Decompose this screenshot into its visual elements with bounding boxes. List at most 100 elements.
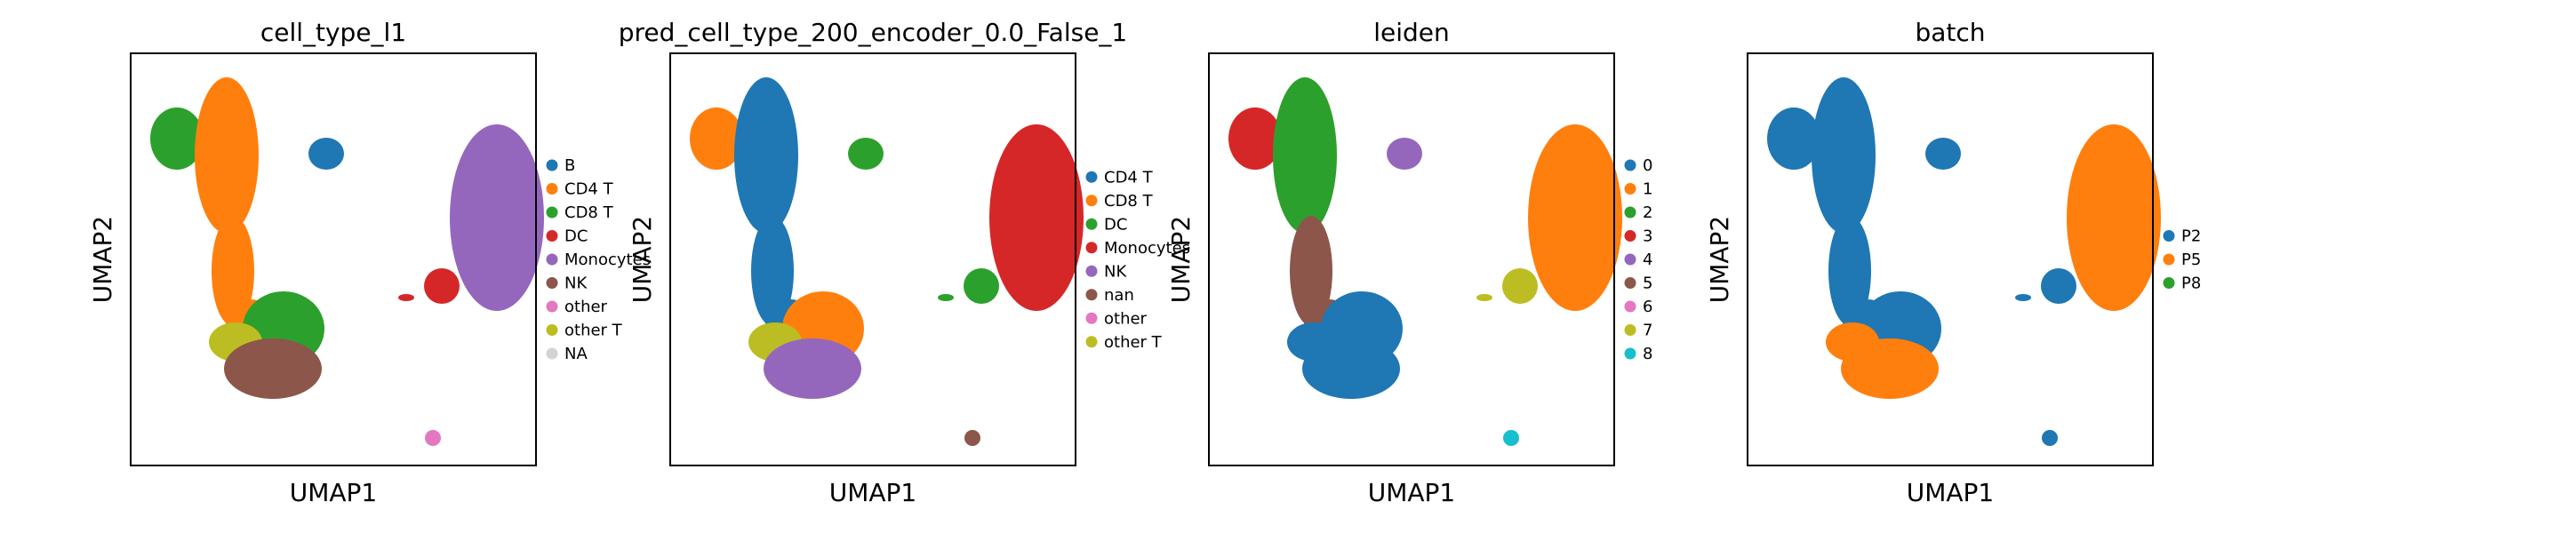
legend-marker	[1624, 183, 1636, 195]
legend: CD4 T CD8 T DC Monocytes NK nan other other T	[1085, 168, 1190, 352]
legend-marker	[1085, 289, 1098, 301]
umap-panel-2: pred_cell_type_200_encoder_0.0_False_1 UM…	[619, 18, 1190, 507]
legend-marker	[1624, 206, 1636, 219]
cluster-islet	[425, 430, 441, 446]
cluster-link	[964, 268, 999, 304]
scatter-points	[1228, 77, 1622, 446]
y-axis-label: UMAP2	[628, 216, 657, 304]
legend-label: P5	[2181, 251, 2201, 269]
y-axis-label: UMAP2	[88, 216, 117, 304]
cluster-stalk	[751, 216, 794, 326]
legend-label: Monocytes	[1104, 239, 1190, 258]
legend-marker	[1085, 195, 1098, 207]
cluster-tl	[1228, 107, 1282, 170]
legend-label: other	[564, 298, 608, 316]
legend-label: Monocytes	[564, 251, 651, 269]
legend-label: 8	[1643, 345, 1652, 363]
umap-panel-4: batch UMAP1 UMAP2 P2 P5 P8	[1705, 18, 2201, 507]
legend-label: CD8 T	[564, 203, 614, 222]
cluster-mono	[2067, 124, 2161, 311]
cluster-bottom	[224, 338, 322, 399]
legend-marker	[1085, 336, 1098, 348]
scatter-points	[690, 77, 1084, 446]
cluster-neck	[1273, 77, 1337, 234]
legend: B CD4 T CD8 T DC Monocytes NK other other T NA	[546, 156, 651, 363]
legend-marker	[2163, 230, 2175, 242]
legend-label: 1	[1643, 180, 1652, 199]
legend-label: DC	[564, 227, 588, 246]
cluster-mono	[1528, 124, 1622, 311]
cluster-link	[1502, 268, 1538, 304]
legend-marker	[546, 206, 558, 219]
cluster-stalk	[212, 216, 254, 326]
cluster-mono	[450, 124, 544, 311]
legend-marker	[1085, 242, 1098, 254]
cluster-link	[424, 268, 460, 304]
scatter-points	[150, 77, 544, 446]
legend-marker	[546, 324, 558, 336]
legend-label: B	[564, 156, 575, 175]
legend-label: 4	[1643, 251, 1652, 269]
cluster-b	[1925, 138, 1961, 170]
cluster-islet	[1503, 430, 1519, 446]
plot-frame	[130, 52, 537, 466]
legend-marker	[1624, 253, 1636, 266]
cluster-stalk	[1290, 216, 1332, 326]
legend-marker	[546, 159, 558, 171]
cluster-tl	[690, 107, 743, 170]
cluster-b	[308, 138, 344, 170]
legend-label: 3	[1643, 227, 1652, 246]
cluster-link	[2041, 268, 2076, 304]
cluster-b	[1387, 138, 1422, 170]
cluster-bridge	[938, 294, 954, 301]
cluster-neck	[195, 77, 259, 234]
cluster-islet	[2042, 430, 2058, 446]
legend: P2 P5 P8	[2163, 227, 2201, 293]
legend-label: CD8 T	[1104, 192, 1154, 211]
plot-frame	[669, 52, 1076, 466]
legend-marker	[1624, 277, 1636, 289]
legend-label: NK	[1104, 262, 1127, 281]
legend-marker	[546, 347, 558, 360]
legend-label: 6	[1643, 298, 1652, 316]
legend-label: DC	[1104, 215, 1127, 234]
x-axis-label: UMAP1	[1907, 478, 1995, 507]
legend-marker	[546, 300, 558, 313]
legend-marker	[1085, 171, 1098, 183]
legend-marker	[1624, 324, 1636, 336]
legend-label: other T	[564, 322, 623, 340]
umap-panel-3: leiden UMAP1 UMAP2 0 1 2 3 4 5 6 7 8	[1166, 18, 1652, 507]
plot-frame	[1208, 52, 1615, 466]
x-axis-label: UMAP1	[290, 478, 378, 507]
cluster-bottom	[764, 338, 861, 399]
legend-label: 5	[1643, 274, 1652, 293]
legend-label: CD4 T	[564, 180, 614, 199]
panel-title: leiden	[1373, 18, 1450, 47]
cluster-bridge	[398, 294, 414, 301]
legend-marker	[1624, 230, 1636, 242]
legend-marker	[1624, 159, 1636, 171]
cluster-mono	[989, 124, 1084, 311]
y-axis-label: UMAP2	[1166, 216, 1196, 304]
legend-label: CD4 T	[1104, 168, 1154, 187]
cluster-bridge	[1476, 294, 1492, 301]
scatter-points	[1767, 77, 2161, 446]
y-axis-label: UMAP2	[1705, 216, 1734, 304]
cluster-bottom	[1302, 338, 1400, 399]
legend-marker	[1624, 300, 1636, 313]
legend-marker	[1624, 347, 1636, 360]
cluster-bridge	[2015, 294, 2031, 301]
cluster-neck	[1812, 77, 1876, 234]
legend-marker	[2163, 253, 2175, 266]
cluster-stalk	[1828, 216, 1871, 326]
legend-label: nan	[1104, 286, 1134, 305]
cluster-b	[848, 138, 884, 170]
cluster-tl	[1767, 107, 1820, 170]
umap-panel-1: cell_type_l1 UMAP1 UMAP2 B CD4 T CD8 T DC Monoc…	[88, 18, 651, 507]
x-axis-label: UMAP1	[829, 478, 917, 507]
cluster-bottom	[1841, 338, 1939, 399]
panel-title: batch	[1915, 18, 1985, 47]
legend-label: other	[1104, 309, 1148, 328]
legend-marker	[2163, 277, 2175, 289]
